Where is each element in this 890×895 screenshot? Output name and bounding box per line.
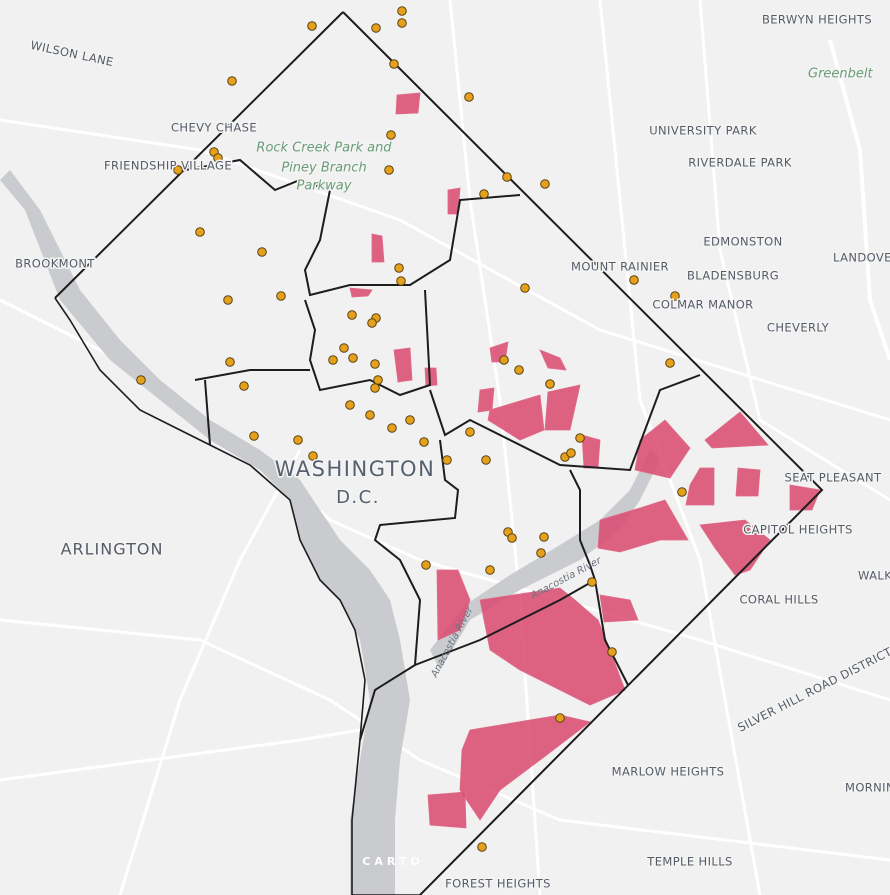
point	[213, 153, 223, 163]
place-label: CORAL HILLS	[739, 593, 818, 607]
park-label: Rock Creek Park and	[256, 141, 392, 156]
park-label: Greenbelt	[808, 67, 874, 82]
point	[394, 263, 404, 273]
place-label: FOREST HEIGHTS	[445, 877, 551, 891]
point	[607, 647, 617, 657]
point	[307, 21, 317, 31]
place-label: MOUNT RAINIER	[571, 260, 669, 274]
place-label: RIVERDALE PARK	[688, 156, 792, 170]
point	[485, 565, 495, 575]
point	[389, 59, 399, 69]
point	[396, 276, 406, 286]
place-label: BLADENSBURG	[687, 269, 779, 283]
place-label: COLMAR MANOR	[652, 298, 753, 312]
point	[339, 343, 349, 353]
point	[308, 451, 318, 461]
point	[276, 291, 286, 301]
point	[479, 189, 489, 199]
choropleth-areas	[349, 92, 821, 829]
place-label: MORNING	[845, 781, 890, 795]
point	[575, 433, 585, 443]
boundaries	[54, 11, 824, 895]
point	[536, 548, 546, 558]
point	[371, 23, 381, 33]
point	[442, 455, 452, 465]
point	[677, 487, 687, 497]
point	[239, 381, 249, 391]
place-label: CHEVERLY	[767, 321, 830, 335]
point	[370, 383, 380, 393]
point	[405, 415, 415, 425]
place-label: BROOKMONT	[15, 257, 95, 271]
point	[465, 427, 475, 437]
place-label: UNIVERSITY PARK	[649, 124, 757, 138]
point	[365, 410, 375, 420]
place-label: SEAT PLEASANT	[785, 471, 882, 485]
point	[348, 353, 358, 363]
point	[227, 76, 237, 86]
point	[555, 713, 565, 723]
point	[477, 842, 487, 852]
place-label: BERWYN HEIGHTS	[762, 13, 872, 27]
point	[539, 532, 549, 542]
point	[373, 375, 383, 385]
river	[0, 170, 660, 895]
point	[367, 318, 377, 328]
point	[502, 172, 512, 182]
point	[370, 359, 380, 369]
point	[419, 437, 429, 447]
place-label: FRIENDSHIP VILLAGE	[104, 159, 232, 173]
point	[464, 92, 474, 102]
point	[520, 283, 530, 293]
point	[387, 423, 397, 433]
point	[173, 165, 183, 175]
point	[257, 247, 267, 257]
city-label: D.C.	[336, 487, 380, 508]
point	[347, 310, 357, 320]
point	[629, 275, 639, 285]
place-label: WALKER	[858, 569, 890, 583]
point	[223, 295, 233, 305]
point	[328, 355, 338, 365]
point	[384, 165, 394, 175]
points	[136, 6, 687, 852]
point	[397, 18, 407, 28]
park-label: Parkway	[297, 179, 352, 194]
point	[225, 357, 235, 367]
place-label: ARLINGTON	[61, 540, 164, 559]
place-label: TEMPLE HILLS	[646, 855, 732, 869]
point	[540, 179, 550, 189]
point	[499, 355, 509, 365]
point	[421, 560, 431, 570]
place-label: MARLOW HEIGHTS	[612, 765, 725, 779]
place-label: EDMONSTON	[703, 235, 782, 249]
point	[587, 577, 597, 587]
point	[397, 6, 407, 16]
attribution: CARTO	[362, 855, 423, 868]
place-label: CAPITOL HEIGHTS	[743, 523, 853, 537]
point	[249, 431, 259, 441]
point	[514, 365, 524, 375]
point	[293, 435, 303, 445]
point	[386, 130, 396, 140]
point	[507, 533, 517, 543]
point	[195, 227, 205, 237]
city-label: WASHINGTON	[275, 457, 436, 481]
place-label: LANDOVER	[833, 251, 890, 265]
point	[345, 400, 355, 410]
point	[481, 455, 491, 465]
place-label: CHEVY CHASE	[171, 121, 257, 135]
point	[566, 448, 576, 458]
point	[136, 375, 146, 385]
park-label: Piney Branch	[281, 161, 366, 176]
point	[665, 358, 675, 368]
point	[670, 291, 680, 301]
point	[545, 379, 555, 389]
